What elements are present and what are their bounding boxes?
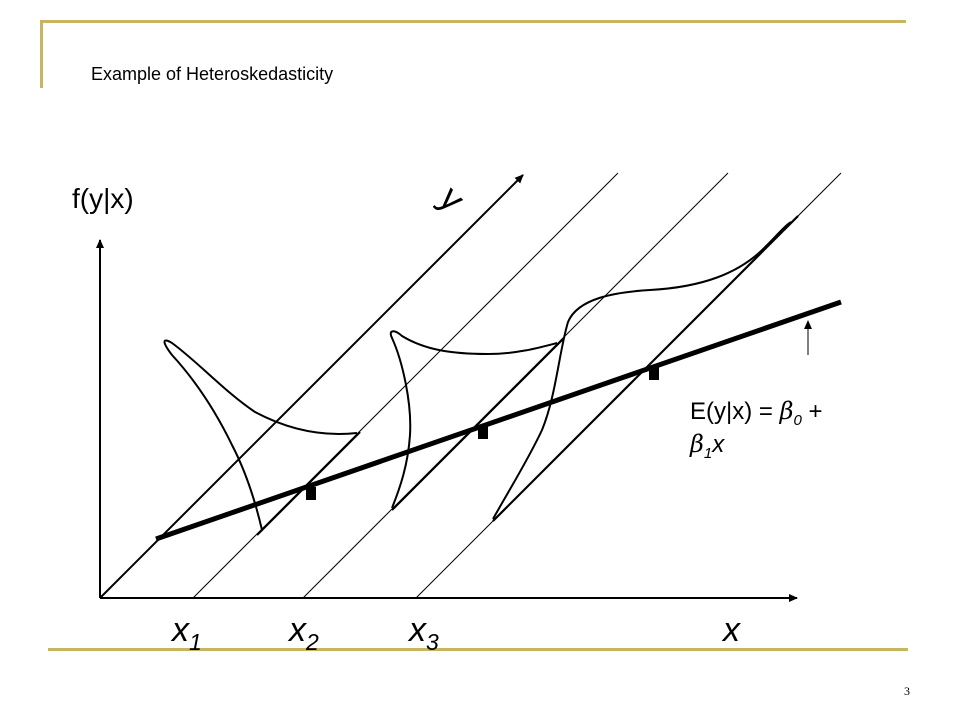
slide-title: Example of Heteroskedasticity <box>91 64 334 84</box>
density-curve-2 <box>389 330 558 509</box>
dist-base-line-1 <box>256 431 361 536</box>
x-axis-label: x <box>721 611 741 649</box>
frame-left-line <box>40 20 43 88</box>
x-tick-2: x2 <box>287 611 319 655</box>
x-tick-3: x3 <box>407 611 439 655</box>
y-direction-label: y <box>431 177 473 219</box>
mean-point-1 <box>306 487 316 500</box>
y-direction-axis <box>99 174 524 599</box>
mean-point-3 <box>649 367 659 380</box>
frame-bottom-line <box>48 648 908 651</box>
density-curve-1 <box>163 339 358 531</box>
frame-top-line <box>40 20 906 23</box>
dist-base-line-2 <box>391 338 564 511</box>
equation-line-1: E(y|x) = β0 + <box>690 397 822 429</box>
mean-point-2 <box>478 426 488 439</box>
equation-line-2: β1x <box>689 430 725 462</box>
x-tick-1: x1 <box>170 611 202 655</box>
density-axis-label: f(y|x) <box>72 183 134 214</box>
regression-line <box>155 299 842 542</box>
page-number: 3 <box>904 684 910 698</box>
density-curve-3 <box>492 221 792 520</box>
